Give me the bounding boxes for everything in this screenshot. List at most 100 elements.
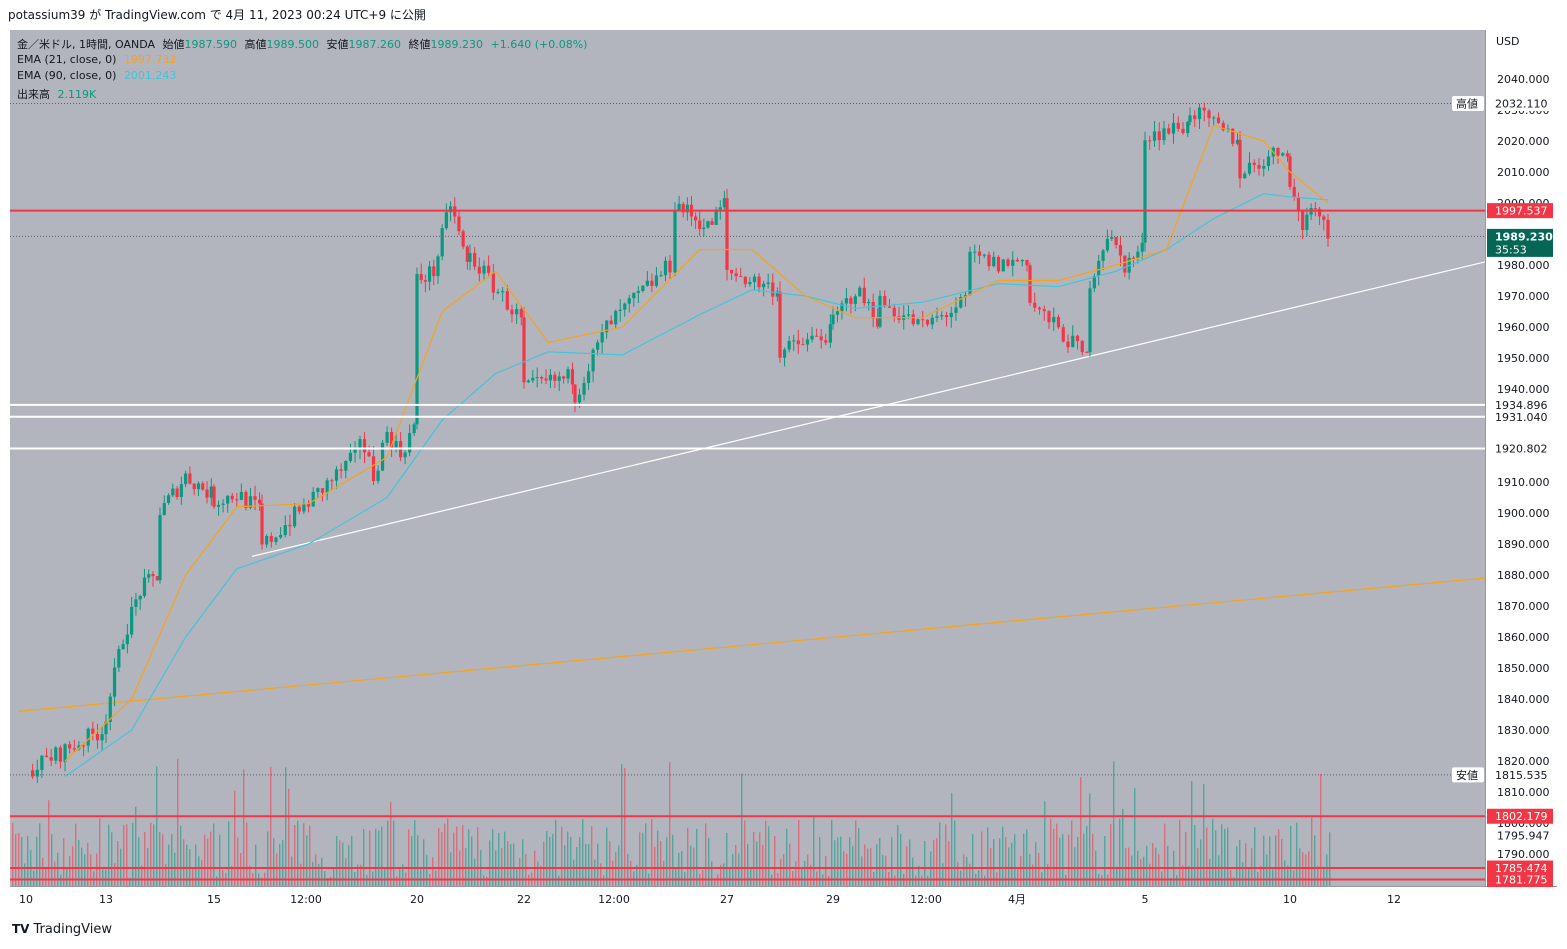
volume-bar [570,837,572,886]
candle-body [432,266,436,277]
volume-bar [708,837,710,886]
candle-body [1042,309,1046,312]
candle-body [31,770,35,777]
price-tick-label: 2010.000 [1497,166,1550,179]
volume-bar [891,837,893,886]
candle-body [1243,173,1247,179]
level-price-label-box [1487,871,1553,887]
candle-body [540,377,544,379]
candle-body [192,483,196,490]
candle-body [188,473,192,484]
volume-bar [834,840,836,886]
volume-bar [402,864,404,886]
level-price-label: 1931.040 [1495,411,1548,424]
time-axis[interactable] [10,886,1557,915]
volume-bar [432,857,434,886]
legend-ema90[interactable]: EMA (90, close, 0) 2001.243 [17,69,180,82]
volume-bar [330,876,332,886]
candle-body [54,747,58,761]
candle-body [1197,107,1202,120]
candle-body [911,314,915,325]
volume-bar [1158,853,1160,886]
volume-bar [642,832,644,886]
volume-bar [129,877,131,886]
volume-bar [855,820,857,886]
candle-body [685,204,689,213]
candle-body [311,491,315,507]
volume-bar [12,822,14,886]
candle-body [423,280,427,282]
candle-body [906,314,911,316]
time-tick-label: 20 [410,893,424,906]
tradingview-logo[interactable]: TV TradingView [12,922,112,937]
volume-bar [51,834,53,886]
candle-body [1118,245,1123,256]
candle-body [209,486,213,498]
volume-bar [1146,845,1148,886]
candle-body [698,220,702,230]
volume-bar [453,832,455,886]
candle-body [477,266,481,274]
volume-bar [618,845,620,886]
volume-bar [966,856,968,886]
level-price-label: 1785.474 [1495,862,1548,875]
candle-body [787,340,791,350]
candle-body [706,221,710,228]
legend-ema21[interactable]: EMA (21, close, 0) 1997.732 [17,53,180,66]
candle-body [104,721,108,735]
volume-bar [651,819,653,886]
volume-bar [585,843,587,886]
candle-body [725,198,729,270]
candle-body [729,269,734,274]
candle-body [835,311,840,315]
candle-body [762,283,766,288]
candle-body [49,757,53,761]
level-price-label: 1781.775 [1495,873,1548,886]
volume-bar [447,818,449,886]
volume-bar [105,869,107,886]
candle-body [1216,117,1221,123]
candle-body [510,309,514,315]
legend-ohlc: 金／米ドル, 1時間, OANDA 始値1987.590 高値1989.500 … [17,36,591,52]
candle-body [623,303,627,310]
candle-body [1006,259,1010,266]
time-tick-label: 5 [1142,893,1149,906]
candle-body [596,342,600,350]
volume-bar [204,834,206,886]
volume-bar [594,859,596,886]
volume-bar [1128,847,1130,886]
legend-high-value: 1989.500 [266,38,320,51]
volume-bar [711,861,713,886]
legend-symbol[interactable]: 金／米ドル, 1時間, OANDA [17,38,156,51]
volume-bar [972,834,974,886]
candle-body [819,336,823,341]
candle-body [1292,186,1296,197]
volume-bar [729,867,731,886]
volume-bar [312,861,314,886]
candle-body [258,499,262,504]
candle-body [867,301,871,304]
candle-body [840,303,844,312]
candle-body [570,369,575,385]
candle-body [125,634,129,645]
candle-body [1020,259,1024,262]
legend-close-value: 1989.230 [430,38,484,51]
volume-bar [645,823,647,886]
candle-body [162,503,166,516]
volume-bar [378,830,380,886]
candle-body [949,312,953,318]
volume-bar [1275,835,1277,886]
volume-bar [186,844,188,886]
candle-body [940,314,944,317]
candle-body [444,212,448,229]
candle-body [1052,316,1056,323]
high-marker-tag-box [1452,95,1484,111]
candle-body [371,456,376,482]
candle-body [216,504,221,507]
candle-body [117,649,121,668]
volume-bar [360,864,362,886]
legend-volume[interactable]: 出来高 2.119K [17,86,100,102]
volume-bar [1077,836,1079,886]
price-axis[interactable] [1485,30,1558,886]
